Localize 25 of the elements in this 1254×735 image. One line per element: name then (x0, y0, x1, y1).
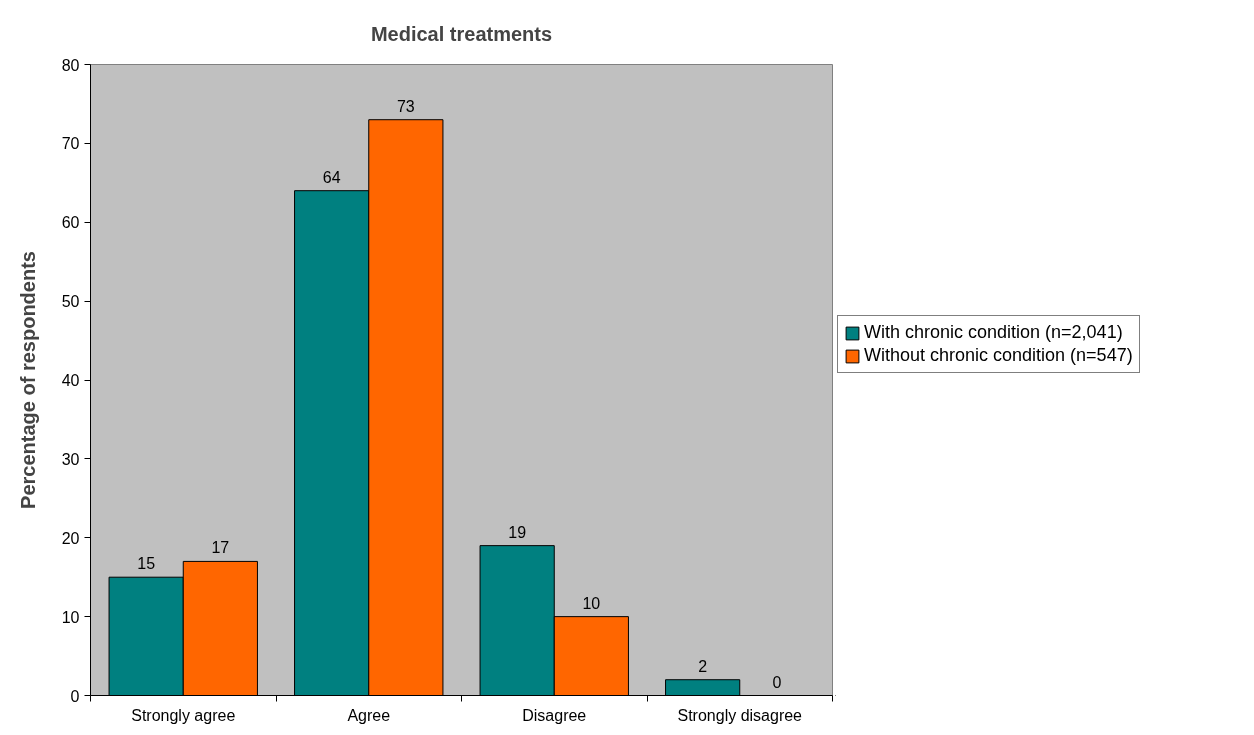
y-tick-label: 40 (61, 372, 80, 389)
x-tick-label: Agree (347, 706, 391, 724)
y-axis-title: Percentage of respondents (16, 251, 39, 509)
y-tick-label: 80 (61, 56, 80, 74)
data-label: 17 (211, 539, 230, 557)
legend-label: With chronic condition (n=2,041) (864, 322, 1123, 343)
y-tick-label: 0 (70, 687, 80, 705)
data-label: 15 (137, 555, 156, 573)
legend-label: Without chronic condition (n=547) (864, 345, 1133, 366)
x-tick-label: Disagree (522, 706, 587, 724)
y-tick-label: 60 (61, 214, 80, 232)
x-tick-label: Strongly agree (131, 706, 236, 724)
data-label: 73 (396, 97, 415, 115)
data-label: 64 (322, 168, 341, 186)
y-tick-label: 50 (61, 293, 80, 311)
data-label: 0 (772, 673, 782, 691)
y-tick-label: 30 (61, 450, 80, 468)
data-label: 2 (698, 657, 708, 675)
x-tick-label: Strongly disagree (677, 706, 803, 724)
y-tick-label: 10 (61, 608, 80, 626)
y-tick-label: 20 (61, 529, 80, 547)
y-tick-label: 70 (61, 135, 80, 153)
chart-title: Medical treatments (370, 22, 553, 45)
data-label: 10 (582, 594, 601, 612)
data-label: 19 (508, 523, 527, 541)
